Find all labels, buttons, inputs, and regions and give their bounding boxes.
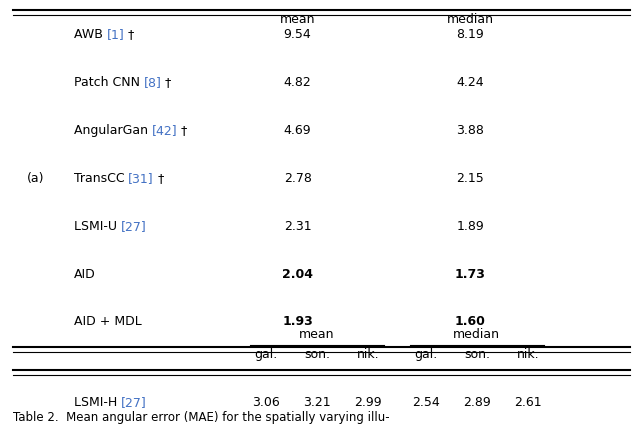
- Text: 4.24: 4.24: [456, 76, 484, 89]
- Text: [42]: [42]: [152, 124, 177, 137]
- Text: [27]: [27]: [121, 395, 147, 408]
- Text: median: median: [453, 328, 500, 341]
- Text: 2.89: 2.89: [463, 395, 491, 408]
- Text: LSMI-U: LSMI-U: [74, 219, 120, 232]
- Text: †: †: [124, 28, 134, 41]
- Text: Table 2.  Mean angular error (MAE) for the spatially varying illu-: Table 2. Mean angular error (MAE) for th…: [13, 410, 389, 423]
- Text: 8.19: 8.19: [456, 28, 484, 41]
- Text: [1]: [1]: [106, 28, 124, 41]
- Text: mean: mean: [299, 328, 335, 341]
- Text: 1.89: 1.89: [456, 219, 484, 232]
- Text: 3.21: 3.21: [303, 395, 331, 408]
- Text: AWB: AWB: [74, 28, 106, 41]
- Text: †: †: [161, 76, 172, 89]
- Text: gal.: gal.: [414, 347, 437, 360]
- Text: Patch CNN: Patch CNN: [74, 76, 143, 89]
- Text: AngularGan: AngularGan: [74, 124, 152, 137]
- Text: AID: AID: [74, 267, 95, 280]
- Text: 2.15: 2.15: [456, 171, 484, 184]
- Text: †: †: [154, 171, 164, 184]
- Text: gal.: gal.: [254, 347, 277, 360]
- Text: 9.54: 9.54: [284, 28, 312, 41]
- Text: 1.93: 1.93: [282, 315, 313, 328]
- Text: TransCC: TransCC: [74, 171, 128, 184]
- Text: nik.: nik.: [356, 347, 380, 360]
- Text: AID + MDL: AID + MDL: [74, 315, 141, 328]
- Text: 2.04: 2.04: [282, 267, 313, 280]
- Text: [8]: [8]: [143, 76, 161, 89]
- Text: [27]: [27]: [120, 219, 147, 232]
- Text: 3.06: 3.06: [252, 395, 280, 408]
- Text: LSMI-H: LSMI-H: [74, 395, 121, 408]
- Text: †: †: [177, 124, 188, 137]
- Text: 2.61: 2.61: [514, 395, 542, 408]
- Text: mean: mean: [280, 13, 316, 26]
- Text: 2.99: 2.99: [354, 395, 382, 408]
- Text: son.: son.: [304, 347, 330, 360]
- Text: 4.82: 4.82: [284, 76, 312, 89]
- Text: 1.60: 1.60: [455, 315, 486, 328]
- Text: 2.78: 2.78: [284, 171, 312, 184]
- Text: 2.31: 2.31: [284, 219, 312, 232]
- Text: median: median: [447, 13, 494, 26]
- Text: 3.88: 3.88: [456, 124, 484, 137]
- Text: 4.69: 4.69: [284, 124, 312, 137]
- Text: (a): (a): [26, 171, 44, 184]
- Text: [31]: [31]: [128, 171, 154, 184]
- Text: nik.: nik.: [516, 347, 540, 360]
- Text: 1.73: 1.73: [455, 267, 486, 280]
- Text: son.: son.: [464, 347, 490, 360]
- Text: 2.54: 2.54: [412, 395, 440, 408]
